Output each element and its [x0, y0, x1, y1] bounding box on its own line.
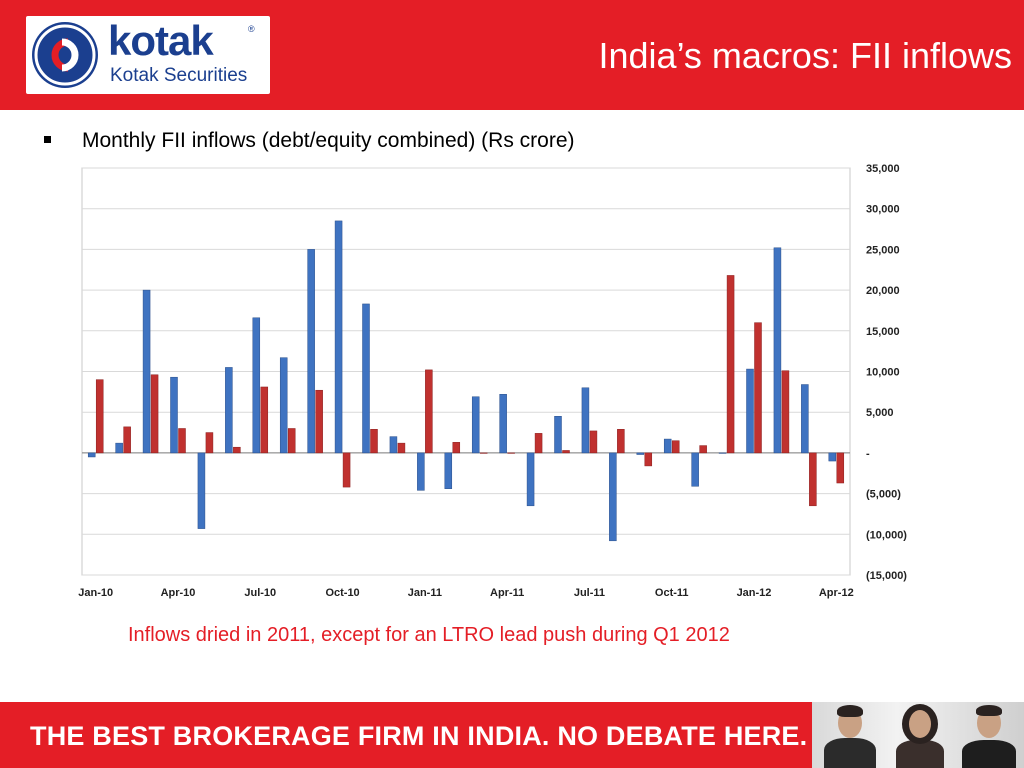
x-tick-label: Jan-11: [408, 587, 442, 599]
bar-series2-Jan-10: [95, 379, 104, 454]
bar-series2-Feb-10: [123, 426, 131, 454]
person-1: [820, 702, 880, 768]
bar-series2-Aug-11: [617, 429, 625, 454]
footer-tagline: THE BEST BROKERAGE FIRM IN INDIA. NO DEB…: [30, 721, 808, 751]
bar-series1-Aug-10: [279, 357, 288, 454]
y-tick-label: 10,000: [866, 367, 900, 379]
bar-series1-Apr-12: [828, 452, 837, 462]
bar-series2-Sep-11: [644, 452, 653, 467]
bar-series1-Feb-11: [444, 452, 453, 489]
bar-series1-Nov-10: [362, 303, 370, 454]
chart-subtitle: Monthly FII inflows (debt/equity combine…: [82, 129, 575, 152]
bar-series2-Jun-10: [233, 446, 241, 454]
bar-series2-Nov-11: [699, 445, 707, 454]
person-3: [958, 702, 1020, 768]
fii-inflows-chart: 35,000 30,000 25,000 20,000 15,000 10,000 5,00…: [78, 163, 907, 599]
bar-series2-May-10: [205, 432, 214, 454]
bar-series2-Dec-11: [726, 275, 735, 454]
bar-series1-Mar-11: [471, 396, 480, 454]
y-tick-label: (5,000): [866, 489, 901, 501]
kotak-logo[interactable]: kotak ® Kotak Securities: [26, 16, 270, 94]
bar-series2-Apr-11: [507, 452, 515, 454]
person-2: [890, 702, 950, 768]
bar-series1-Dec-11: [718, 452, 727, 454]
bar-series2-Oct-11: [671, 440, 680, 454]
bar-series2-Feb-12: [781, 370, 790, 454]
y-tick-label: 5,000: [866, 407, 894, 419]
logo-brand-text: kotak: [108, 17, 214, 64]
y-tick-label: 25,000: [866, 244, 900, 256]
y-tick-label: (15,000): [866, 570, 907, 582]
x-tick-label: Oct-10: [325, 587, 359, 599]
bar-series1-Mar-10: [142, 289, 151, 454]
logo-registered-mark: ®: [248, 24, 255, 34]
bar-series1-Jan-11: [417, 452, 425, 491]
bar-series1-Aug-11: [609, 452, 617, 542]
y-tick-label: 20,000: [866, 285, 900, 297]
bar-series2-Nov-10: [370, 429, 378, 454]
y-tick-label: (10,000): [866, 529, 907, 541]
bar-series1-Mar-12: [801, 384, 809, 454]
bar-series2-Jun-11: [562, 450, 570, 454]
x-tick-label: Apr-12: [819, 587, 854, 599]
bar-series2-Feb-11: [452, 442, 461, 454]
x-tick-label: Oct-11: [655, 587, 689, 599]
x-tick-label: Jan-10: [78, 587, 113, 599]
x-tick-label: Apr-10: [161, 587, 196, 599]
y-tick-label: -: [866, 448, 870, 460]
bar-series1-Jan-12: [746, 368, 754, 454]
bar-series1-Jan-10: [87, 452, 96, 458]
square-bullet-icon: [44, 136, 51, 143]
bar-series1-Jun-10: [225, 367, 233, 454]
bar-series2-Aug-10: [287, 428, 296, 454]
bar-series1-Apr-10: [170, 376, 178, 454]
bar-series2-Jan-12: [754, 322, 762, 454]
bar-series1-Jun-11: [554, 416, 562, 454]
y-tick-label: 35,000: [866, 163, 900, 175]
bar-series2-May-11: [534, 433, 543, 454]
bar-series1-Nov-11: [691, 452, 699, 487]
logo-subtitle-text: Kotak Securities: [110, 65, 248, 86]
bar-series2-Mar-12: [809, 452, 817, 507]
bar-series2-Jul-11: [589, 430, 598, 454]
bar-series2-Jul-10: [260, 386, 269, 454]
bar-series2-Sep-10: [315, 389, 323, 454]
x-tick-label: Jul-11: [574, 587, 605, 599]
bar-series1-Oct-11: [663, 438, 672, 454]
bar-series2-Apr-12: [836, 452, 845, 484]
bar-series2-Mar-11: [479, 452, 488, 454]
bar-series2-Jan-11: [425, 369, 433, 454]
footer-banner: THE BEST BROKERAGE FIRM IN INDIA. NO DEB…: [0, 702, 1024, 768]
bar-series1-Jul-11: [581, 387, 590, 454]
bar-series2-Dec-10: [397, 442, 406, 454]
y-tick-label: 15,000: [866, 326, 900, 338]
bar-series2-Apr-10: [178, 428, 186, 454]
bar-series1-Apr-11: [499, 394, 507, 454]
bar-series1-May-10: [197, 452, 206, 529]
chart-caption: Inflows dried in 2011, except for an LTR…: [128, 624, 730, 646]
x-tick-label: Jul-10: [244, 587, 276, 599]
footer-people-photo: [812, 702, 1024, 768]
x-tick-label: Jan-12: [737, 587, 772, 599]
bar-series1-Sep-10: [307, 249, 315, 454]
bar-series1-Feb-12: [773, 247, 782, 454]
bar-series1-Sep-11: [636, 452, 645, 455]
slide-title: India’s macros: FII inflows: [598, 35, 1012, 76]
bar-series1-Jul-10: [252, 317, 261, 454]
x-tick-label: Apr-11: [490, 587, 524, 599]
bar-series1-Oct-10: [334, 220, 343, 454]
bar-series1-May-11: [526, 452, 535, 507]
kotak-logo-icon: [32, 22, 98, 88]
bar-series2-Mar-10: [150, 374, 159, 454]
y-tick-label: 30,000: [866, 204, 900, 216]
bar-series1-Dec-10: [389, 436, 398, 454]
header-banner: kotak ® Kotak Securities India’s macros:…: [0, 0, 1024, 110]
bar-series2-Oct-10: [342, 452, 351, 488]
bar-series1-Feb-10: [115, 442, 123, 454]
